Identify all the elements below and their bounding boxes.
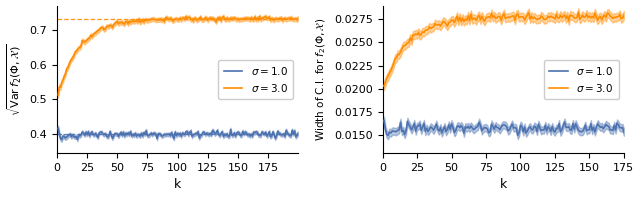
$\sigma = 1.0$ [70,135,77,138]
Line: $\sigma = 3.0$: $\sigma = 3.0$ [384,12,624,86]
$\sigma = 3.0$ [449,19,457,21]
$\sigma = 1.0$ [539,129,547,131]
$\sigma = 3.0$ [284,18,291,20]
$\sigma = 1.0$ [65,134,73,136]
$\sigma = 1.0$ [380,119,388,122]
$\sigma = 3.0$ [399,45,407,47]
$\sigma = 1.0$ [466,127,474,130]
X-axis label: k: k [174,178,181,191]
Y-axis label: $\sqrt{\mathrm{Var}\, f_2(\Phi,\mathcal{X})}$: $\sqrt{\mathrm{Var}\, f_2(\Phi,\mathcal{… [6,43,24,116]
$\sigma = 3.0$ [538,15,545,17]
$\sigma = 1.0$ [451,131,458,134]
X-axis label: k: k [500,178,507,191]
$\sigma = 1.0$ [401,133,408,136]
$\sigma = 3.0$ [380,85,388,87]
$\sigma = 1.0$ [120,131,127,133]
$\sigma = 3.0$ [575,11,582,13]
$\sigma = 1.0$ [584,128,592,131]
$\sigma = 3.0$ [99,26,107,29]
Legend: $\sigma = 1.0$, $\sigma = 3.0$: $\sigma = 1.0$, $\sigma = 3.0$ [218,59,293,99]
$\sigma = 3.0$ [118,21,126,23]
$\sigma = 1.0$ [384,134,392,137]
$\sigma = 3.0$ [584,16,592,19]
$\sigma = 1.0$ [100,134,108,136]
Legend: $\sigma = 1.0$, $\sigma = 3.0$: $\sigma = 1.0$, $\sigma = 3.0$ [544,59,619,99]
$\sigma = 3.0$ [294,17,302,19]
$\sigma = 1.0$ [58,138,65,141]
$\sigma = 3.0$ [558,17,566,19]
$\sigma = 1.0$ [559,124,567,127]
$\sigma = 3.0$ [54,94,62,96]
$\sigma = 3.0$ [464,15,472,17]
$\sigma = 1.0$ [284,132,291,134]
Line: $\sigma = 3.0$: $\sigma = 3.0$ [58,16,298,95]
$\sigma = 3.0$ [68,56,76,59]
$\sigma = 3.0$ [256,15,264,18]
$\sigma = 1.0$ [275,132,283,134]
$\sigma = 3.0$ [620,14,628,16]
$\sigma = 1.0$ [54,127,62,129]
Line: $\sigma = 1.0$: $\sigma = 1.0$ [384,120,624,136]
$\sigma = 3.0$ [64,67,72,69]
$\sigma = 1.0$ [294,132,302,134]
$\sigma = 3.0$ [275,18,283,20]
Y-axis label: Width of C.I. for $f_2(\Phi,\mathcal{X})$: Width of C.I. for $f_2(\Phi,\mathcal{X})… [315,18,328,141]
Line: $\sigma = 1.0$: $\sigma = 1.0$ [58,128,298,139]
$\sigma = 1.0$ [620,131,628,133]
